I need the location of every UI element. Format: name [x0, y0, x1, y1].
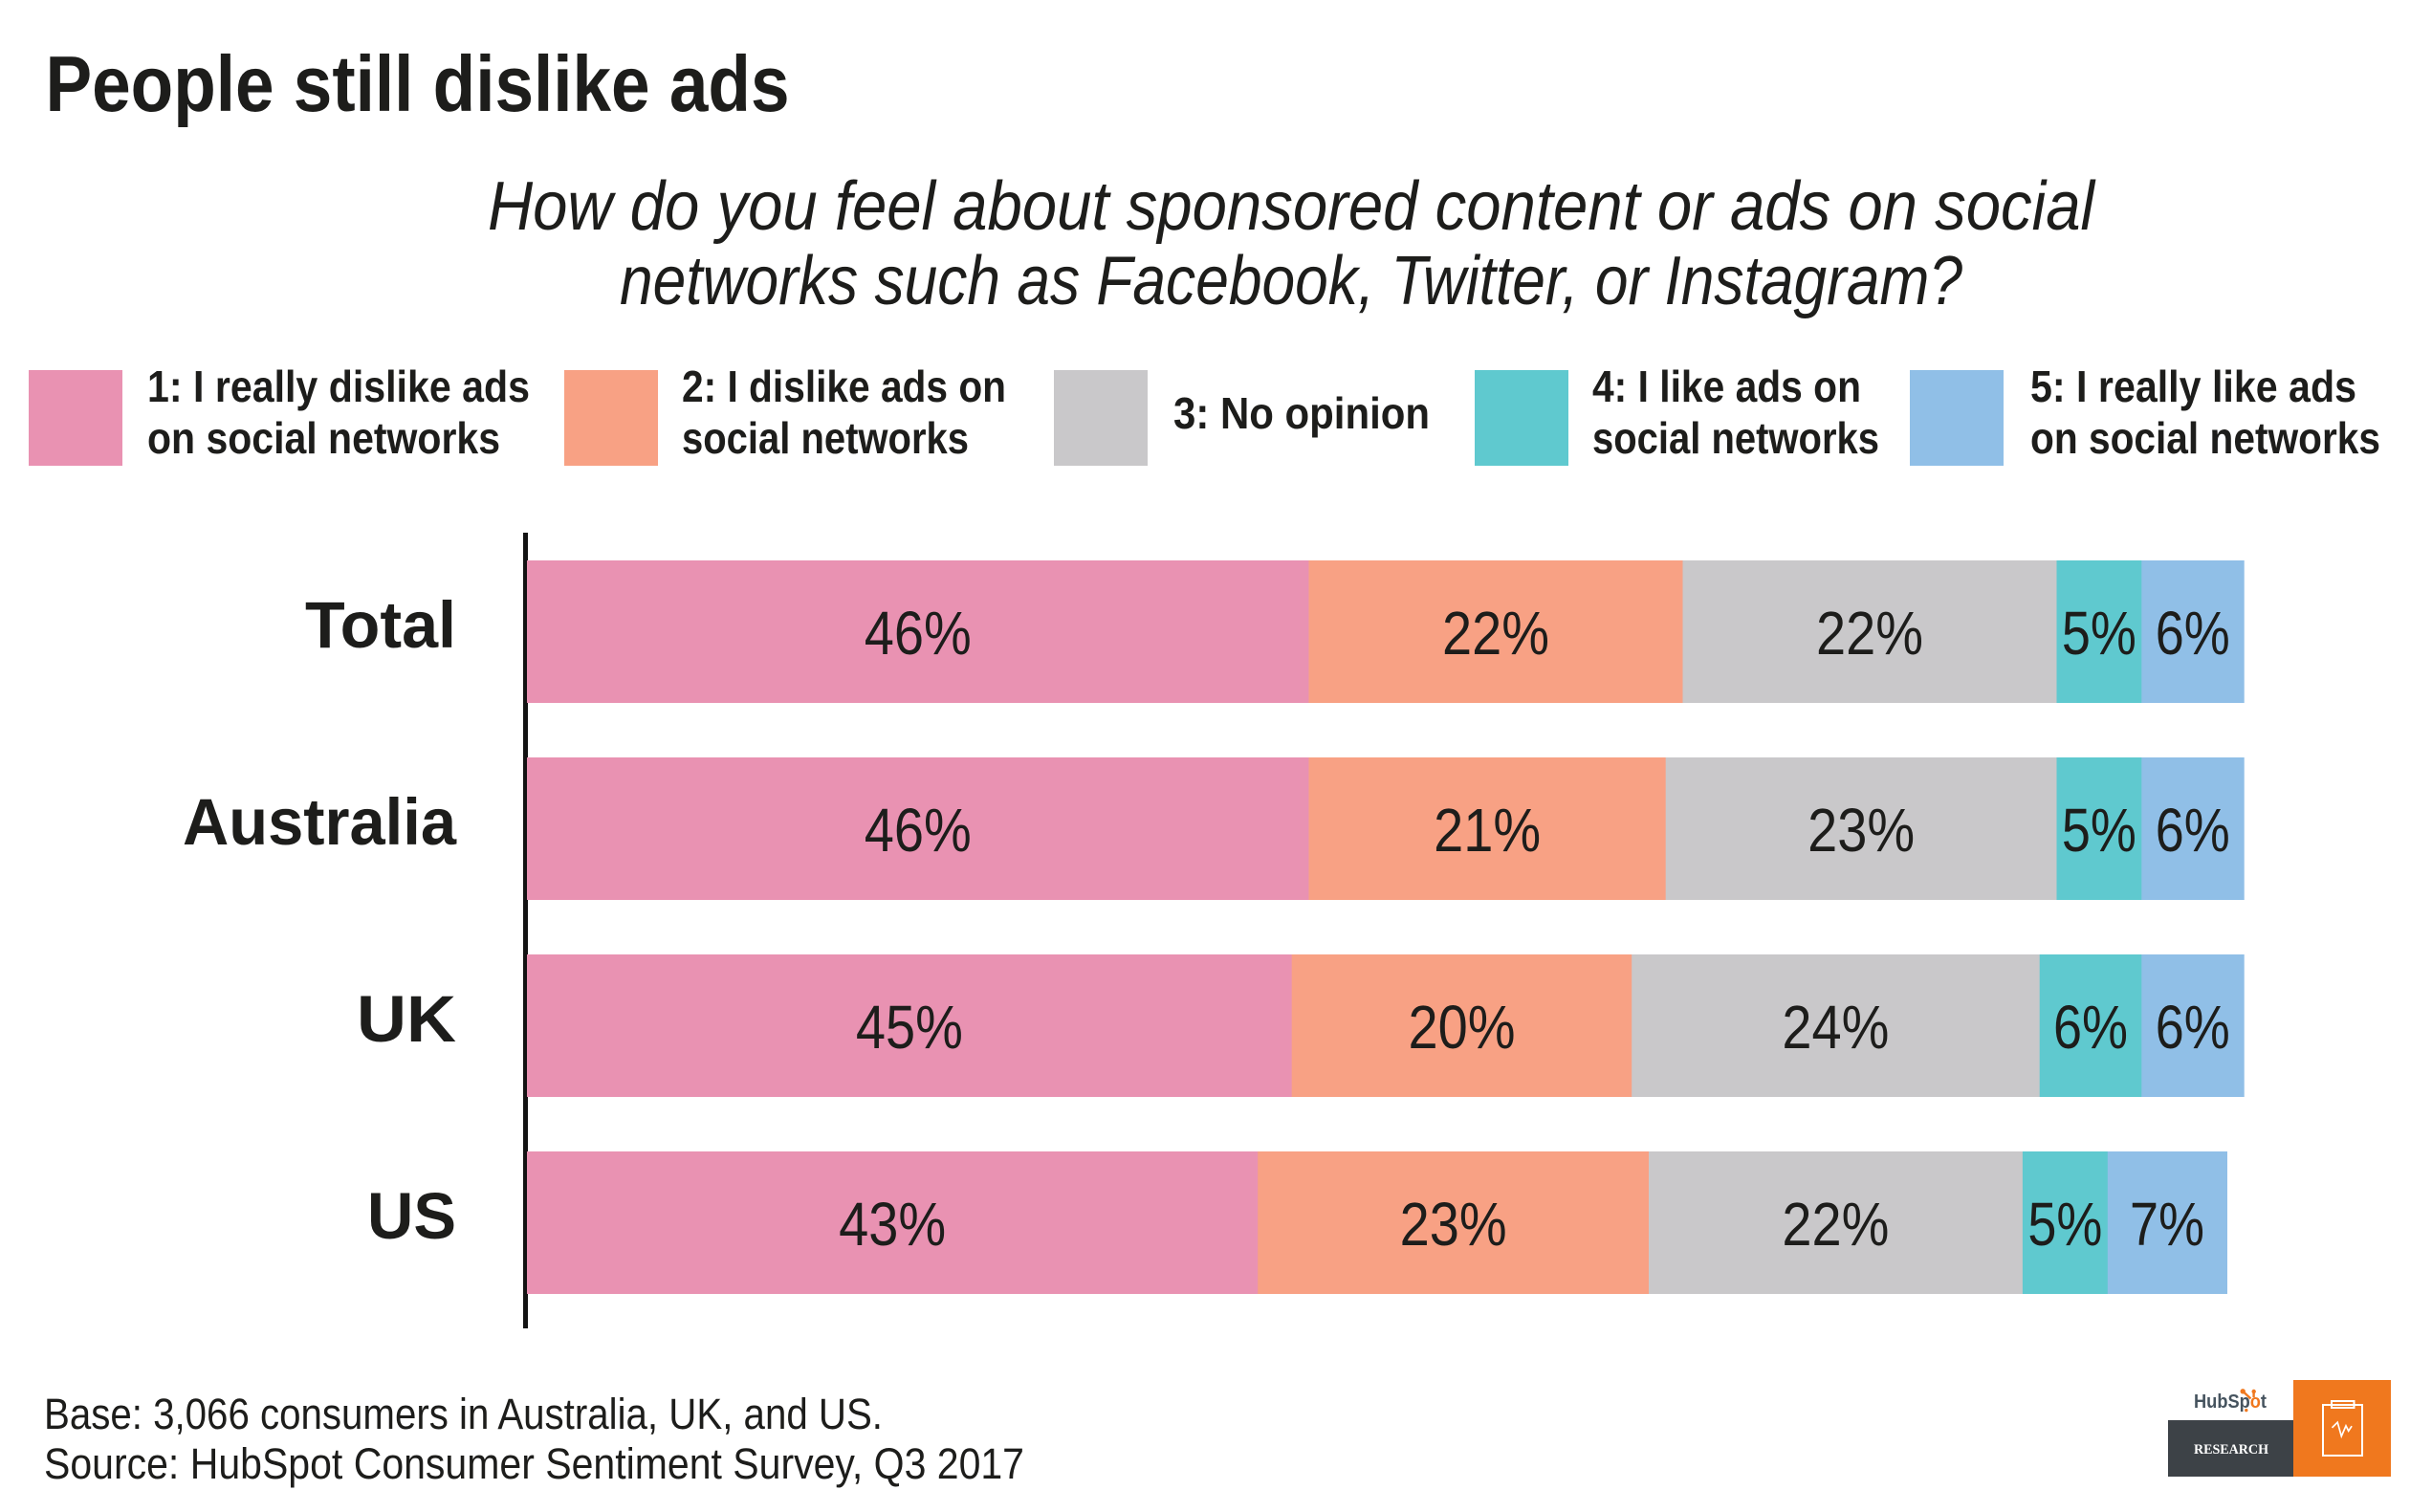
svg-text:social networks: social networks: [1592, 413, 1879, 463]
svg-text:HubSpot: HubSpot: [2194, 1391, 2267, 1413]
svg-text:2: I dislike ads on: 2: I dislike ads on: [682, 362, 1006, 411]
svg-text:US: US: [367, 1179, 456, 1253]
svg-text:networks such as Facebook, Twi: networks such as Facebook, Twitter, or I…: [620, 243, 1962, 319]
svg-text:6%: 6%: [2053, 993, 2128, 1062]
svg-text:How do you feel about sponsore: How do you feel about sponsored content …: [488, 168, 2096, 245]
svg-text:Total: Total: [305, 588, 456, 662]
svg-text:6%: 6%: [2156, 993, 2230, 1062]
svg-text:22%: 22%: [1782, 1190, 1889, 1259]
svg-text:on social networks: on social networks: [2030, 413, 2380, 463]
svg-text:Source: HubSpot Consumer Senti: Source: HubSpot Consumer Sentiment Surve…: [44, 1439, 1024, 1488]
svg-text:5%: 5%: [2027, 1190, 2102, 1259]
svg-text:23%: 23%: [1400, 1190, 1507, 1259]
svg-text:6%: 6%: [2156, 599, 2230, 668]
svg-text:46%: 46%: [865, 796, 972, 865]
svg-text:46%: 46%: [865, 599, 972, 668]
svg-text:People still dislike ads: People still dislike ads: [46, 39, 790, 128]
svg-text:21%: 21%: [1434, 796, 1541, 865]
svg-text:3: No opinion: 3: No opinion: [1173, 388, 1430, 438]
svg-text:22%: 22%: [1442, 599, 1549, 668]
svg-text:43%: 43%: [839, 1190, 946, 1259]
svg-text:Base: 3,066 consumers in Austr: Base: 3,066 consumers in Australia, UK, …: [44, 1390, 883, 1438]
svg-text:social networks: social networks: [682, 413, 969, 463]
svg-text:RESEARCH: RESEARCH: [2194, 1442, 2268, 1457]
svg-text:7%: 7%: [2130, 1190, 2204, 1259]
svg-text:5%: 5%: [2062, 796, 2136, 865]
svg-text:1: I really dislike ads: 1: I really dislike ads: [147, 362, 530, 411]
svg-text:6%: 6%: [2156, 796, 2230, 865]
svg-text:20%: 20%: [1409, 993, 1516, 1062]
svg-text:on social networks: on social networks: [147, 413, 500, 463]
svg-text:45%: 45%: [856, 993, 963, 1062]
svg-text:Australia: Australia: [183, 785, 457, 859]
svg-text:23%: 23%: [1808, 796, 1915, 865]
svg-text:5%: 5%: [2062, 599, 2136, 668]
svg-text:22%: 22%: [1816, 599, 1923, 668]
svg-text:24%: 24%: [1782, 993, 1889, 1062]
svg-text:4: I like ads on: 4: I like ads on: [1592, 362, 1861, 411]
svg-text:UK: UK: [357, 982, 456, 1056]
svg-text:5: I really like ads: 5: I really like ads: [2030, 362, 2356, 411]
